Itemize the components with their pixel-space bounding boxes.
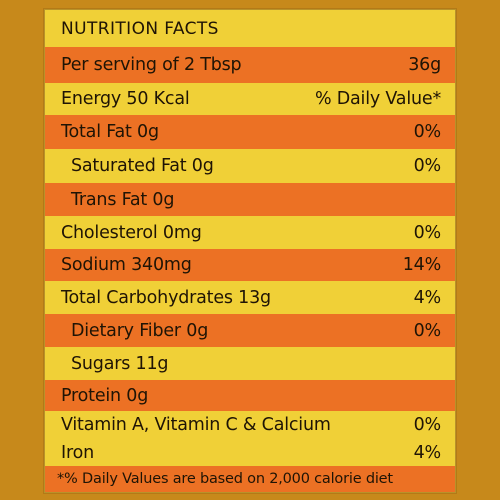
nutrient-label: Saturated Fat 0g: [71, 156, 214, 176]
serving-value: 36g: [408, 55, 441, 75]
saturated-fat-row: Saturated Fat 0g 0%: [45, 149, 455, 183]
footnote-row: *% Daily Values are based on 2,000 calor…: [45, 466, 455, 492]
nutrient-label: Total Fat 0g: [61, 122, 159, 142]
nutrient-label: Iron: [61, 442, 94, 463]
iron-row: Iron 4%: [45, 439, 455, 466]
nutrient-percent: 4%: [413, 442, 442, 463]
protein-row: Protein 0g: [45, 380, 455, 411]
nutrient-percent: 0%: [413, 415, 442, 435]
nutrient-percent: 0%: [413, 156, 442, 176]
nutrient-percent: 0%: [413, 320, 442, 341]
nutrient-label: Cholesterol 0mg: [61, 222, 202, 243]
nutrient-label: Protein 0g: [61, 385, 149, 406]
sodium-row: Sodium 340mg 14%: [45, 249, 455, 281]
daily-value-footnote: *% Daily Values are based on 2,000 calor…: [57, 471, 393, 487]
nutrient-label: Trans Fat 0g: [71, 189, 175, 210]
energy-label: Energy 50 Kcal: [61, 89, 190, 109]
daily-value-heading: % Daily Value*: [314, 89, 441, 109]
nutrient-percent: 14%: [402, 255, 441, 275]
nutrient-label: Vitamin A, Vitamin C & Calcium: [61, 415, 331, 435]
total-carbohydrates-row: Total Carbohydrates 13g 4%: [45, 281, 455, 314]
trans-fat-row: Trans Fat 0g: [45, 183, 455, 216]
energy-row: Energy 50 Kcal % Daily Value*: [45, 83, 455, 115]
vitamins-row: Vitamin A, Vitamin C & Calcium 0%: [45, 411, 455, 439]
nutrient-label: Dietary Fiber 0g: [71, 320, 209, 341]
nutrient-percent: 4%: [413, 287, 442, 308]
nutrient-label: Sodium 340mg: [61, 255, 192, 275]
serving-row: Per serving of 2 Tbsp 36g: [45, 47, 455, 83]
nutrition-facts-label: NUTRITION FACTS Per serving of 2 Tbsp 36…: [44, 9, 456, 493]
cholesterol-row: Cholesterol 0mg 0%: [45, 216, 455, 249]
serving-label: Per serving of 2 Tbsp: [61, 55, 242, 75]
nutrition-title-row: NUTRITION FACTS: [45, 10, 455, 47]
nutrition-title: NUTRITION FACTS: [61, 18, 219, 39]
sugars-row: Sugars 11g: [45, 347, 455, 380]
nutrient-percent: 0%: [413, 222, 442, 243]
nutrient-label: Sugars 11g: [71, 353, 169, 374]
dietary-fiber-row: Dietary Fiber 0g 0%: [45, 314, 455, 347]
total-fat-row: Total Fat 0g 0%: [45, 115, 455, 149]
nutrient-label: Total Carbohydrates 13g: [61, 287, 271, 308]
nutrient-percent: 0%: [413, 122, 442, 142]
